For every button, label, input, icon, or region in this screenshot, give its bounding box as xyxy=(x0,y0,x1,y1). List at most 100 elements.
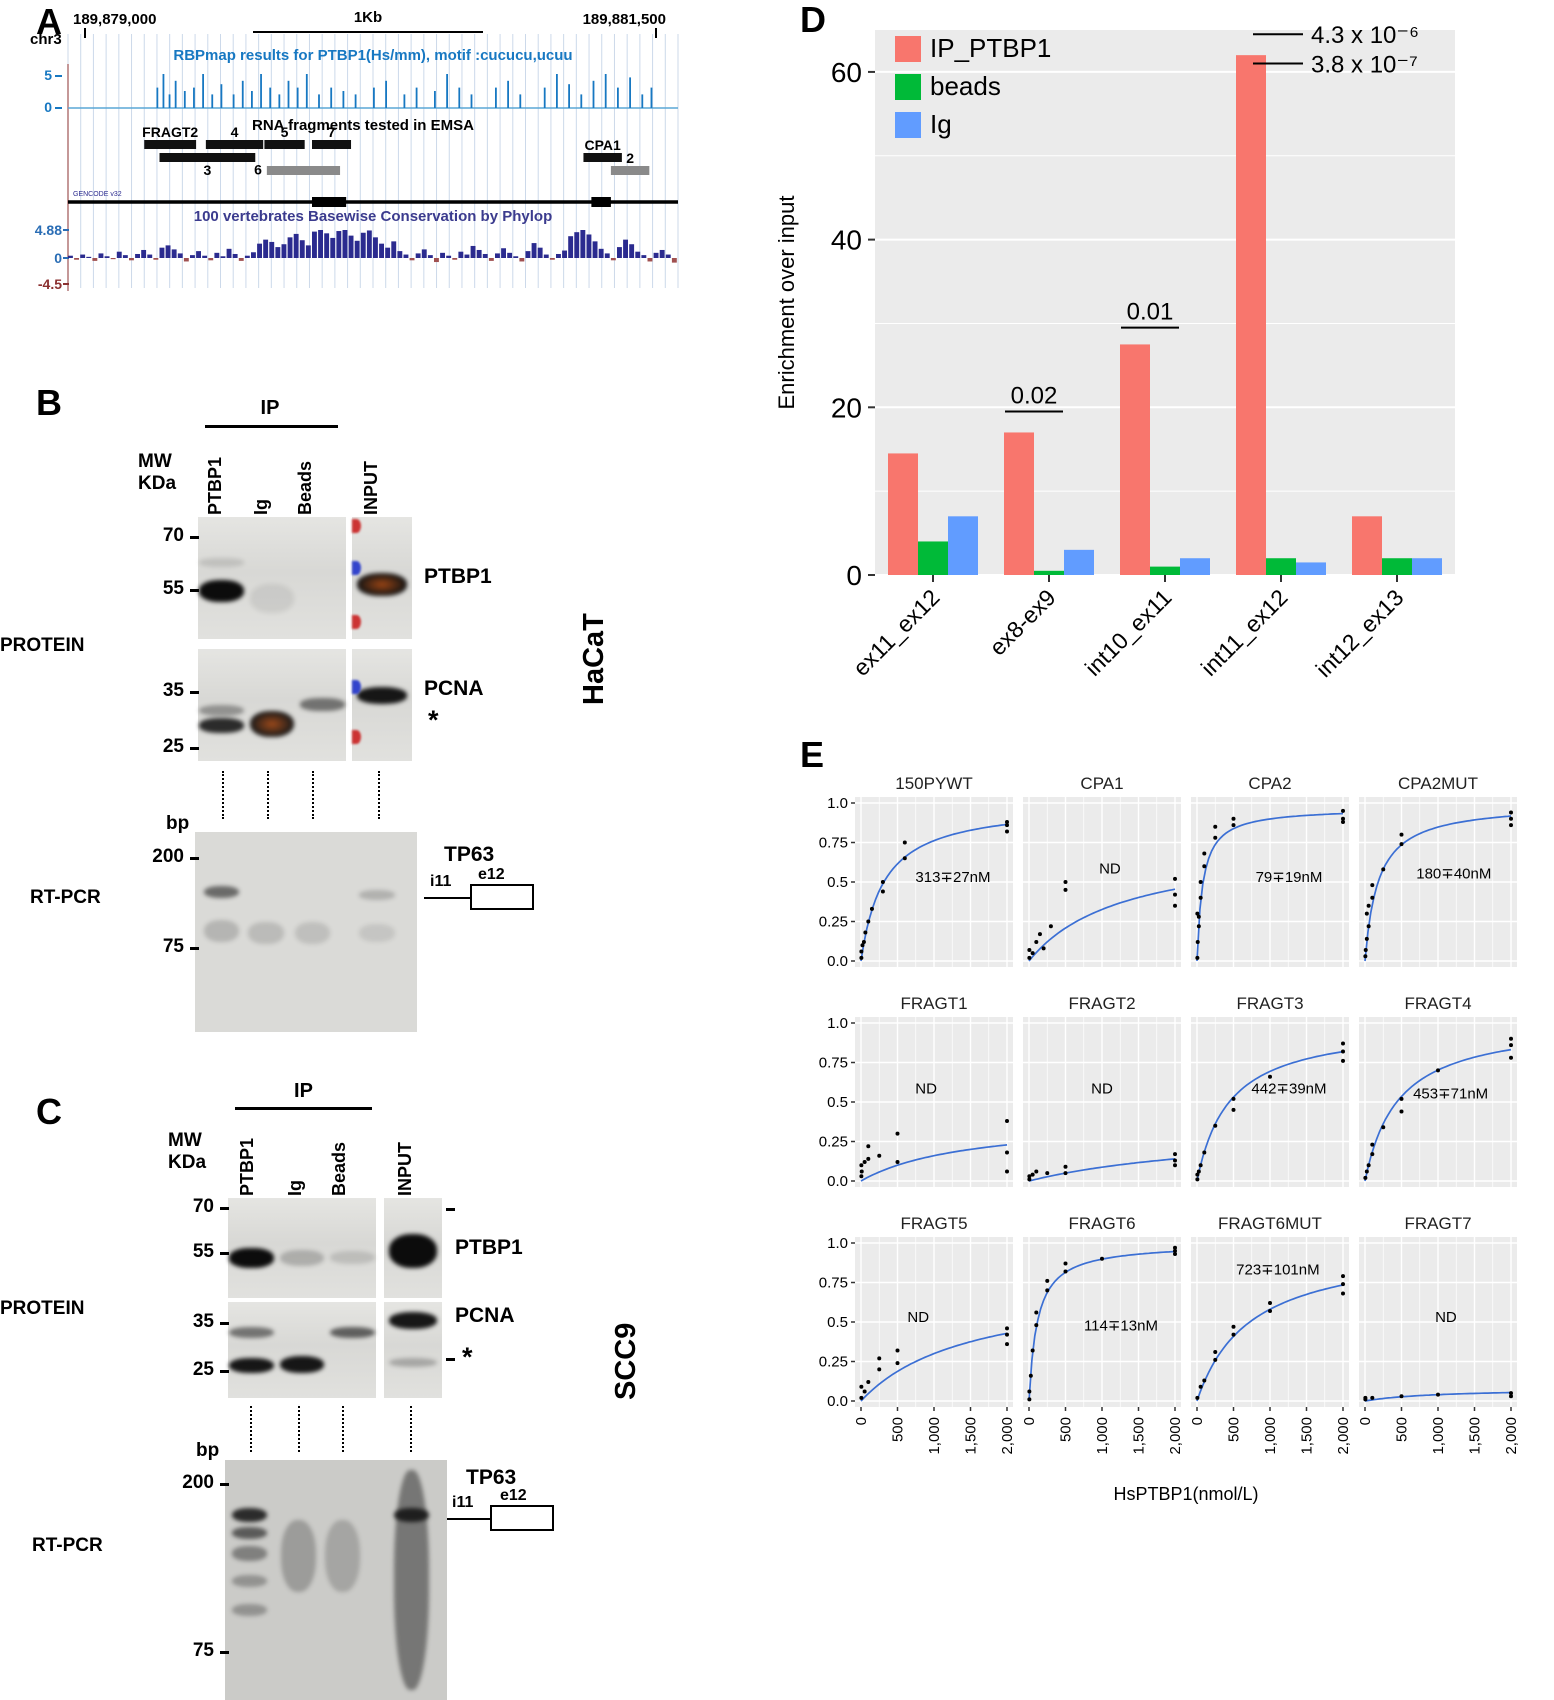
data-point-FRAGT4 xyxy=(1436,1068,1440,1073)
data-point-FRAGT6 xyxy=(1063,1261,1068,1266)
coordinate-left: 189,879,000 xyxy=(73,11,156,28)
data-point-FRAGT2 xyxy=(1063,1171,1068,1176)
rbpmap-motif-bar xyxy=(278,94,281,108)
data-point-150PYWT xyxy=(1005,823,1009,828)
conservation-bar xyxy=(171,249,177,258)
intron-line xyxy=(424,897,472,899)
rbpmap-motif-bar xyxy=(211,94,214,108)
lane-alignment-dotted-line xyxy=(312,771,314,819)
x-tick-label: 500 xyxy=(1394,1417,1411,1442)
conservation-bar xyxy=(476,249,482,258)
protein-band xyxy=(388,1357,438,1368)
conservation-bar-negative xyxy=(183,258,189,262)
cell-line-label-hacat: HaCaT xyxy=(578,613,610,705)
data-point-FRAGT3 xyxy=(1196,1169,1201,1174)
gel-band xyxy=(231,1575,268,1588)
ip-underline xyxy=(205,425,338,428)
exon-label-e12: e12 xyxy=(478,866,505,883)
x-tick-label: 1,000 xyxy=(1262,1417,1279,1455)
data-point-FRAGT6 xyxy=(1063,1269,1068,1274)
gene-label-tp63: TP63 xyxy=(466,1466,517,1489)
fit-curve-CPA2 xyxy=(1196,812,1344,962)
rbpmap-motif-bar xyxy=(641,94,644,108)
facet-title-FRAGT1: FRAGT1 xyxy=(900,994,967,1013)
mw-tick xyxy=(190,746,199,750)
protein-band xyxy=(279,1355,325,1374)
fragment-2 xyxy=(610,166,650,175)
scale-label: 1Kb xyxy=(354,9,382,26)
fragment-label-5: 5 xyxy=(281,124,289,140)
data-point-FRAGT1 xyxy=(877,1153,882,1158)
x-tick-label: 1,000 xyxy=(1430,1417,1447,1455)
data-point-CPA2 xyxy=(1341,819,1345,824)
protein-band xyxy=(388,1234,438,1268)
conservation-bar xyxy=(135,253,140,258)
intron-label-i11: i11 xyxy=(452,1494,474,1511)
data-point-CPA2MUT xyxy=(1366,903,1371,908)
rbpmap-motif-bar xyxy=(330,87,333,108)
y-tick-label: 0.25 xyxy=(819,914,848,931)
conservation-bar xyxy=(342,230,348,258)
panel-b-label: B xyxy=(36,382,62,423)
mw-tick xyxy=(190,535,199,539)
x-tick-label: 500 xyxy=(890,1417,907,1442)
bar-beads-ex11_ex12 xyxy=(918,541,948,575)
rbpmap-motif-bar xyxy=(373,87,375,108)
rtpcr-label: RT-PCR xyxy=(30,887,101,908)
protein-band xyxy=(330,1251,375,1264)
lane-label-ig: Ig xyxy=(285,1180,305,1196)
rbpmap-motif-bar xyxy=(604,74,607,108)
conservation-bar xyxy=(385,247,391,258)
conservation-bar-negative xyxy=(519,258,525,262)
exon-box-1 xyxy=(591,197,611,207)
facet-title-FRAGT4: FRAGT4 xyxy=(1404,994,1471,1013)
data-point-FRAGT1 xyxy=(1005,1118,1009,1123)
bar-IP_PTBP1-int10_ex11 xyxy=(1120,344,1150,575)
data-point-FRAGT5 xyxy=(1005,1342,1009,1347)
bp-tick xyxy=(220,1651,229,1654)
chromosome-label: chr3 xyxy=(30,31,62,48)
protein-band xyxy=(199,705,244,717)
conservation-bar xyxy=(330,237,336,258)
data-point-FRAGT5 xyxy=(866,1380,871,1385)
data-point-CPA2 xyxy=(1213,835,1218,840)
panel-c-western-scc9: C IP PTBP1 Ig Beads INPUT MW KDa PTBP1 P… xyxy=(0,1080,770,1700)
bar-beads-int10_ex11 xyxy=(1150,566,1180,575)
data-point-CPA2MUT xyxy=(1364,911,1369,916)
x-tick-label: 0 xyxy=(1189,1417,1206,1425)
protein-band xyxy=(199,580,244,603)
conservation-bar xyxy=(391,241,397,258)
kd-annotation-FRAGT3: 442∓39nM xyxy=(1251,1081,1326,1098)
conservation-bar xyxy=(495,253,500,258)
bar-IP_PTBP1-int12_ex13 xyxy=(1352,516,1382,575)
tick-dash xyxy=(446,1208,455,1211)
lane-alignment-dotted-line xyxy=(267,771,269,819)
data-point-150PYWT xyxy=(860,943,865,948)
lane-alignment-dotted-line xyxy=(222,771,224,819)
data-point-CPA1 xyxy=(1041,946,1046,951)
rbpmap-motif-bar xyxy=(296,87,299,108)
conservation-bar-negative xyxy=(74,258,79,260)
target-label-ptbp1: PTBP1 xyxy=(424,565,492,588)
mw-marker-25: 25 xyxy=(192,1359,214,1381)
x-tick-label: 500 xyxy=(1058,1417,1075,1442)
data-point-FRAGT2 xyxy=(1027,1177,1032,1182)
fit-curve-CPA1 xyxy=(1028,888,1176,962)
panel-a-label: A xyxy=(36,1,62,42)
y-tick-label: 1.0 xyxy=(827,1015,848,1032)
conservation-bar xyxy=(190,255,195,258)
data-point-150PYWT xyxy=(902,856,907,861)
data-point-FRAGT1 xyxy=(862,1160,867,1165)
data-point-FRAGT2 xyxy=(1034,1169,1039,1174)
panel-a-genome-browser: A 189,879,000 189,881,500 1Kb chr3 RBPmap re… xyxy=(28,1,728,306)
conservation-title: 100 vertebrates Basewise Conservation by… xyxy=(194,208,552,225)
emsa-title: RNA fragments tested in EMSA xyxy=(252,117,474,134)
conservation-bar xyxy=(415,253,421,258)
exon-box xyxy=(470,884,534,910)
conservation-bar xyxy=(464,254,470,258)
cell-line-label-scc9: SCC9 xyxy=(610,1322,642,1400)
gel-band xyxy=(248,922,284,944)
data-point-FRAGT2 xyxy=(1173,1158,1177,1163)
conservation-bar xyxy=(513,256,519,258)
